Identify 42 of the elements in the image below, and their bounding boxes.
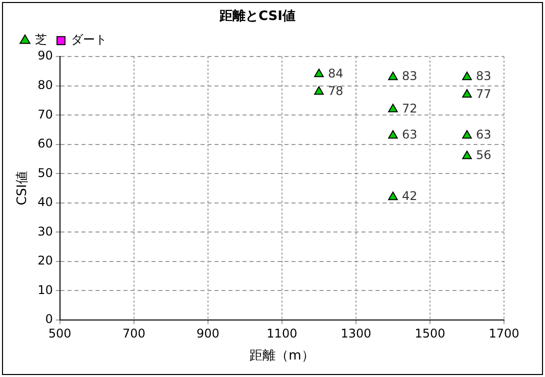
x-tick-label: 1100 xyxy=(266,326,298,340)
data-label: 63 xyxy=(476,128,492,142)
y-tick-label: 0 xyxy=(45,312,53,326)
x-tick-label: 1500 xyxy=(414,326,446,340)
data-label: 84 xyxy=(328,66,344,80)
point xyxy=(462,150,472,160)
y-tick-label: 30 xyxy=(38,224,53,238)
y-axis-title: CSI値 xyxy=(15,171,30,206)
point xyxy=(388,130,398,139)
chart-title: 距離とCSI値 xyxy=(218,9,296,24)
data-label: 83 xyxy=(476,69,492,84)
x-tick-label: 1700 xyxy=(488,326,520,340)
data-label: 63 xyxy=(402,128,418,142)
y-tick-label: 80 xyxy=(38,78,53,92)
x-tick-label: 900 xyxy=(196,326,220,340)
y-tick-label: 90 xyxy=(38,48,53,63)
x-tick-label: 700 xyxy=(122,326,146,340)
point xyxy=(314,68,324,78)
data-label: 83 xyxy=(402,69,418,84)
point xyxy=(388,72,398,80)
data-label: 72 xyxy=(402,101,418,116)
x-axis-title: 距離（m） xyxy=(250,348,314,364)
y-tick-label: 40 xyxy=(38,195,53,210)
point xyxy=(314,86,324,95)
data-label: 56 xyxy=(476,148,492,162)
y-tick-label: 70 xyxy=(38,107,53,122)
point xyxy=(388,104,398,112)
legend-label: 芝 xyxy=(35,32,47,47)
x-tick-label: 500 xyxy=(48,326,72,340)
y-tick-label: 50 xyxy=(38,166,53,180)
x-tick-label: 1300 xyxy=(340,326,372,340)
y-tick-label: 60 xyxy=(38,136,53,151)
legend-label: ダート xyxy=(71,32,107,47)
point xyxy=(462,89,472,98)
data-label: 77 xyxy=(476,86,492,101)
point xyxy=(462,72,472,80)
y-tick-label: 10 xyxy=(38,282,53,297)
y-tick-label: 20 xyxy=(38,254,53,268)
data-label: 78 xyxy=(328,84,344,98)
data-label: 42 xyxy=(402,189,418,204)
point xyxy=(462,130,472,139)
point xyxy=(388,192,398,200)
